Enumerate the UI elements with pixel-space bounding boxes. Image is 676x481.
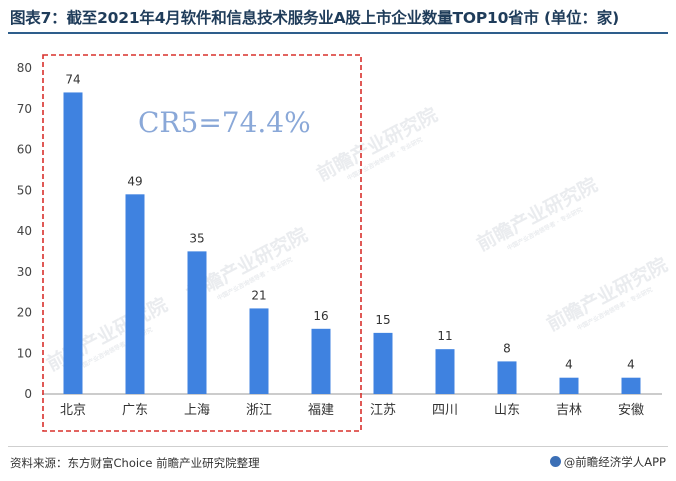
watermark-text: 前瞻产业研究院 (43, 293, 171, 376)
bar (63, 92, 83, 394)
data-source: 资料来源：东方财富Choice 前瞻产业研究院整理 (10, 456, 260, 470)
y-tick-label: 80 (17, 61, 32, 75)
bar-value-label: 4 (565, 358, 573, 372)
y-tick-label: 70 (17, 102, 32, 116)
bar-value-label: 15 (375, 313, 390, 327)
bars-layer: 74 49 35 21 16 15 11 8 4 4 (63, 72, 641, 394)
bar (559, 377, 579, 394)
bar-value-label: 74 (65, 72, 80, 86)
brand-logo-icon (549, 456, 561, 467)
bar (497, 361, 517, 394)
y-tick-label: 10 (17, 346, 32, 360)
x-tick-label: 上海 (184, 403, 210, 418)
bar-value-label: 11 (437, 329, 452, 343)
y-tick-label: 30 (17, 265, 32, 279)
watermark-text: 前瞻产业研究院 (313, 103, 441, 186)
x-axis-labels: 北京 广东 上海 浙江 福建 江苏 四川 山东 吉林 安徽 (60, 402, 644, 418)
y-tick-label: 20 (17, 306, 32, 320)
top5-highlight-box (42, 54, 362, 432)
x-tick-label: 福建 (308, 403, 334, 418)
bar-value-label: 35 (189, 231, 204, 245)
title-divider (8, 32, 668, 34)
brand-credit: @前瞻经济学人APP (549, 454, 666, 470)
bar (621, 377, 641, 394)
x-tick-label: 四川 (432, 403, 458, 418)
bar (435, 349, 455, 394)
x-tick-label: 吉林 (556, 403, 582, 418)
bar (311, 328, 331, 394)
bar-value-label: 4 (627, 358, 635, 372)
x-tick-label: 广东 (122, 403, 148, 418)
bar-value-label: 16 (313, 309, 328, 323)
x-tick-label: 山东 (494, 403, 520, 418)
y-tick-label: 60 (17, 143, 32, 157)
bar-value-label: 8 (503, 341, 511, 355)
bar-value-label: 21 (251, 288, 266, 302)
y-tick-label: 50 (17, 183, 32, 197)
bar (125, 194, 145, 394)
x-tick-label: 北京 (60, 403, 86, 418)
watermark-text: 前瞻产业研究院 (473, 173, 601, 256)
x-tick-label: 浙江 (246, 403, 272, 418)
x-tick-label: 江苏 (370, 402, 396, 418)
x-tick-label: 安徽 (618, 403, 644, 418)
footer-divider (8, 446, 668, 447)
chart-title: 图表7：截至2021年4月软件和信息技术服务业A股上市企业数量TOP10省市 (… (10, 9, 619, 27)
bar (249, 308, 269, 394)
y-tick-label: 40 (17, 224, 32, 238)
brand-text: @前瞻经济学人APP (563, 455, 666, 469)
footer: 资料来源：东方财富Choice 前瞻产业研究院整理 @前瞻经济学人APP (0, 442, 676, 481)
watermark-text: 前瞻产业研究院 (543, 253, 671, 336)
y-tick-label: 0 (24, 387, 32, 401)
bar (373, 332, 393, 394)
bar (187, 251, 207, 394)
cr5-annotation: CR5=74.4% (138, 106, 311, 139)
bar-value-label: 49 (127, 174, 142, 188)
y-axis: 0 10 20 30 40 50 60 70 80 (17, 61, 32, 401)
